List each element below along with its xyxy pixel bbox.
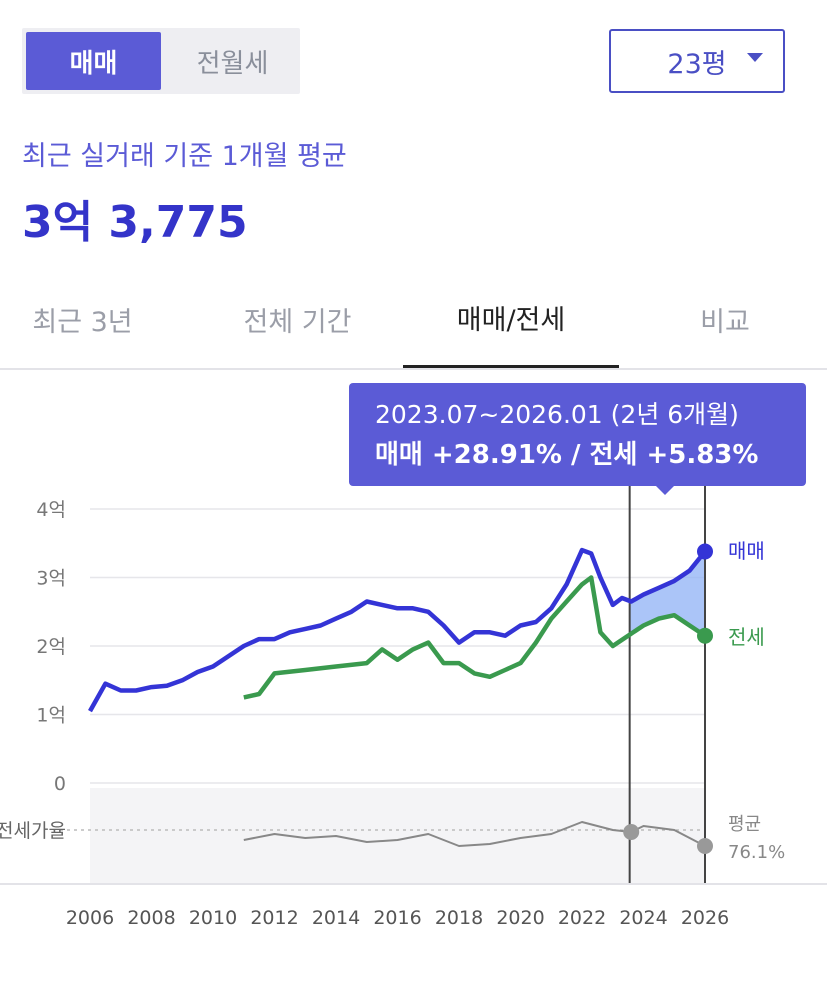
x-tick-label: 2006 [66, 907, 114, 929]
period-tabs: 최근 3년 전체 기간 매매/전세 비교 [0, 270, 827, 370]
tooltip-arrow [655, 485, 675, 495]
x-tick-label: 2022 [558, 907, 606, 929]
x-tick-label: 2012 [250, 907, 298, 929]
tab-sale-jeonse[interactable]: 매매/전세 [403, 270, 619, 368]
jeonse-series-label: 전세 [728, 625, 765, 649]
ratio-end-point [697, 838, 713, 854]
y-tick-label: 0 [54, 773, 66, 795]
highlight-area [629, 551, 705, 636]
x-tick-label: 2014 [312, 907, 360, 929]
ratio-panel-background [90, 788, 705, 883]
tab-compare[interactable]: 비교 [700, 306, 750, 338]
range-tooltip: 2023.07~2026.01 (2년 6개월) 매매 +28.91% / 전세… [349, 383, 806, 486]
ratio-label: 전세가율 [0, 820, 66, 842]
sale-end-point [697, 543, 713, 560]
series-line-jeonse [243, 575, 707, 700]
average-price: 3억 3,775 [22, 197, 248, 248]
trade-type-toggle: 매매 전월세 [22, 28, 300, 94]
series-line-sale [88, 547, 707, 713]
tooltip-change: 매매 +28.91% / 전세 +5.83% [375, 440, 759, 470]
tooltip-period: 2023.07~2026.01 (2년 6개월) [375, 400, 739, 429]
area-select-value: 23평 [667, 48, 727, 80]
area-select-dropdown[interactable]: 23평 [609, 29, 785, 93]
tab-all-period[interactable]: 전체 기간 [243, 306, 352, 338]
segment-sale-button[interactable]: 매매 [26, 32, 161, 90]
x-tick-label: 2024 [619, 907, 667, 929]
x-tick-label: 2008 [127, 907, 175, 929]
x-tick-label: 2018 [435, 907, 483, 929]
jeonse-end-point [697, 627, 713, 644]
price-subtitle: 최근 실거래 기준 1개월 평균 [22, 141, 347, 172]
average-value: 76.1% [728, 842, 785, 863]
tab-recent-3-years[interactable]: 최근 3년 [32, 306, 133, 338]
x-tick-label: 2010 [189, 907, 237, 929]
x-tick-label: 2016 [373, 907, 421, 929]
ratio-start-point [623, 824, 640, 840]
segment-rent-button[interactable]: 전월세 [196, 48, 269, 79]
x-tick-label: 2026 [681, 907, 729, 929]
y-tick-label: 3억 [36, 568, 66, 590]
x-tick-label: 2020 [496, 907, 544, 929]
average-label: 평균 [728, 814, 761, 835]
caret-down-icon [747, 53, 763, 62]
y-tick-label: 2억 [36, 636, 66, 658]
y-tick-label: 4억 [36, 499, 66, 521]
sale-series-label: 매매 [728, 539, 765, 563]
y-tick-label: 1억 [36, 705, 66, 727]
